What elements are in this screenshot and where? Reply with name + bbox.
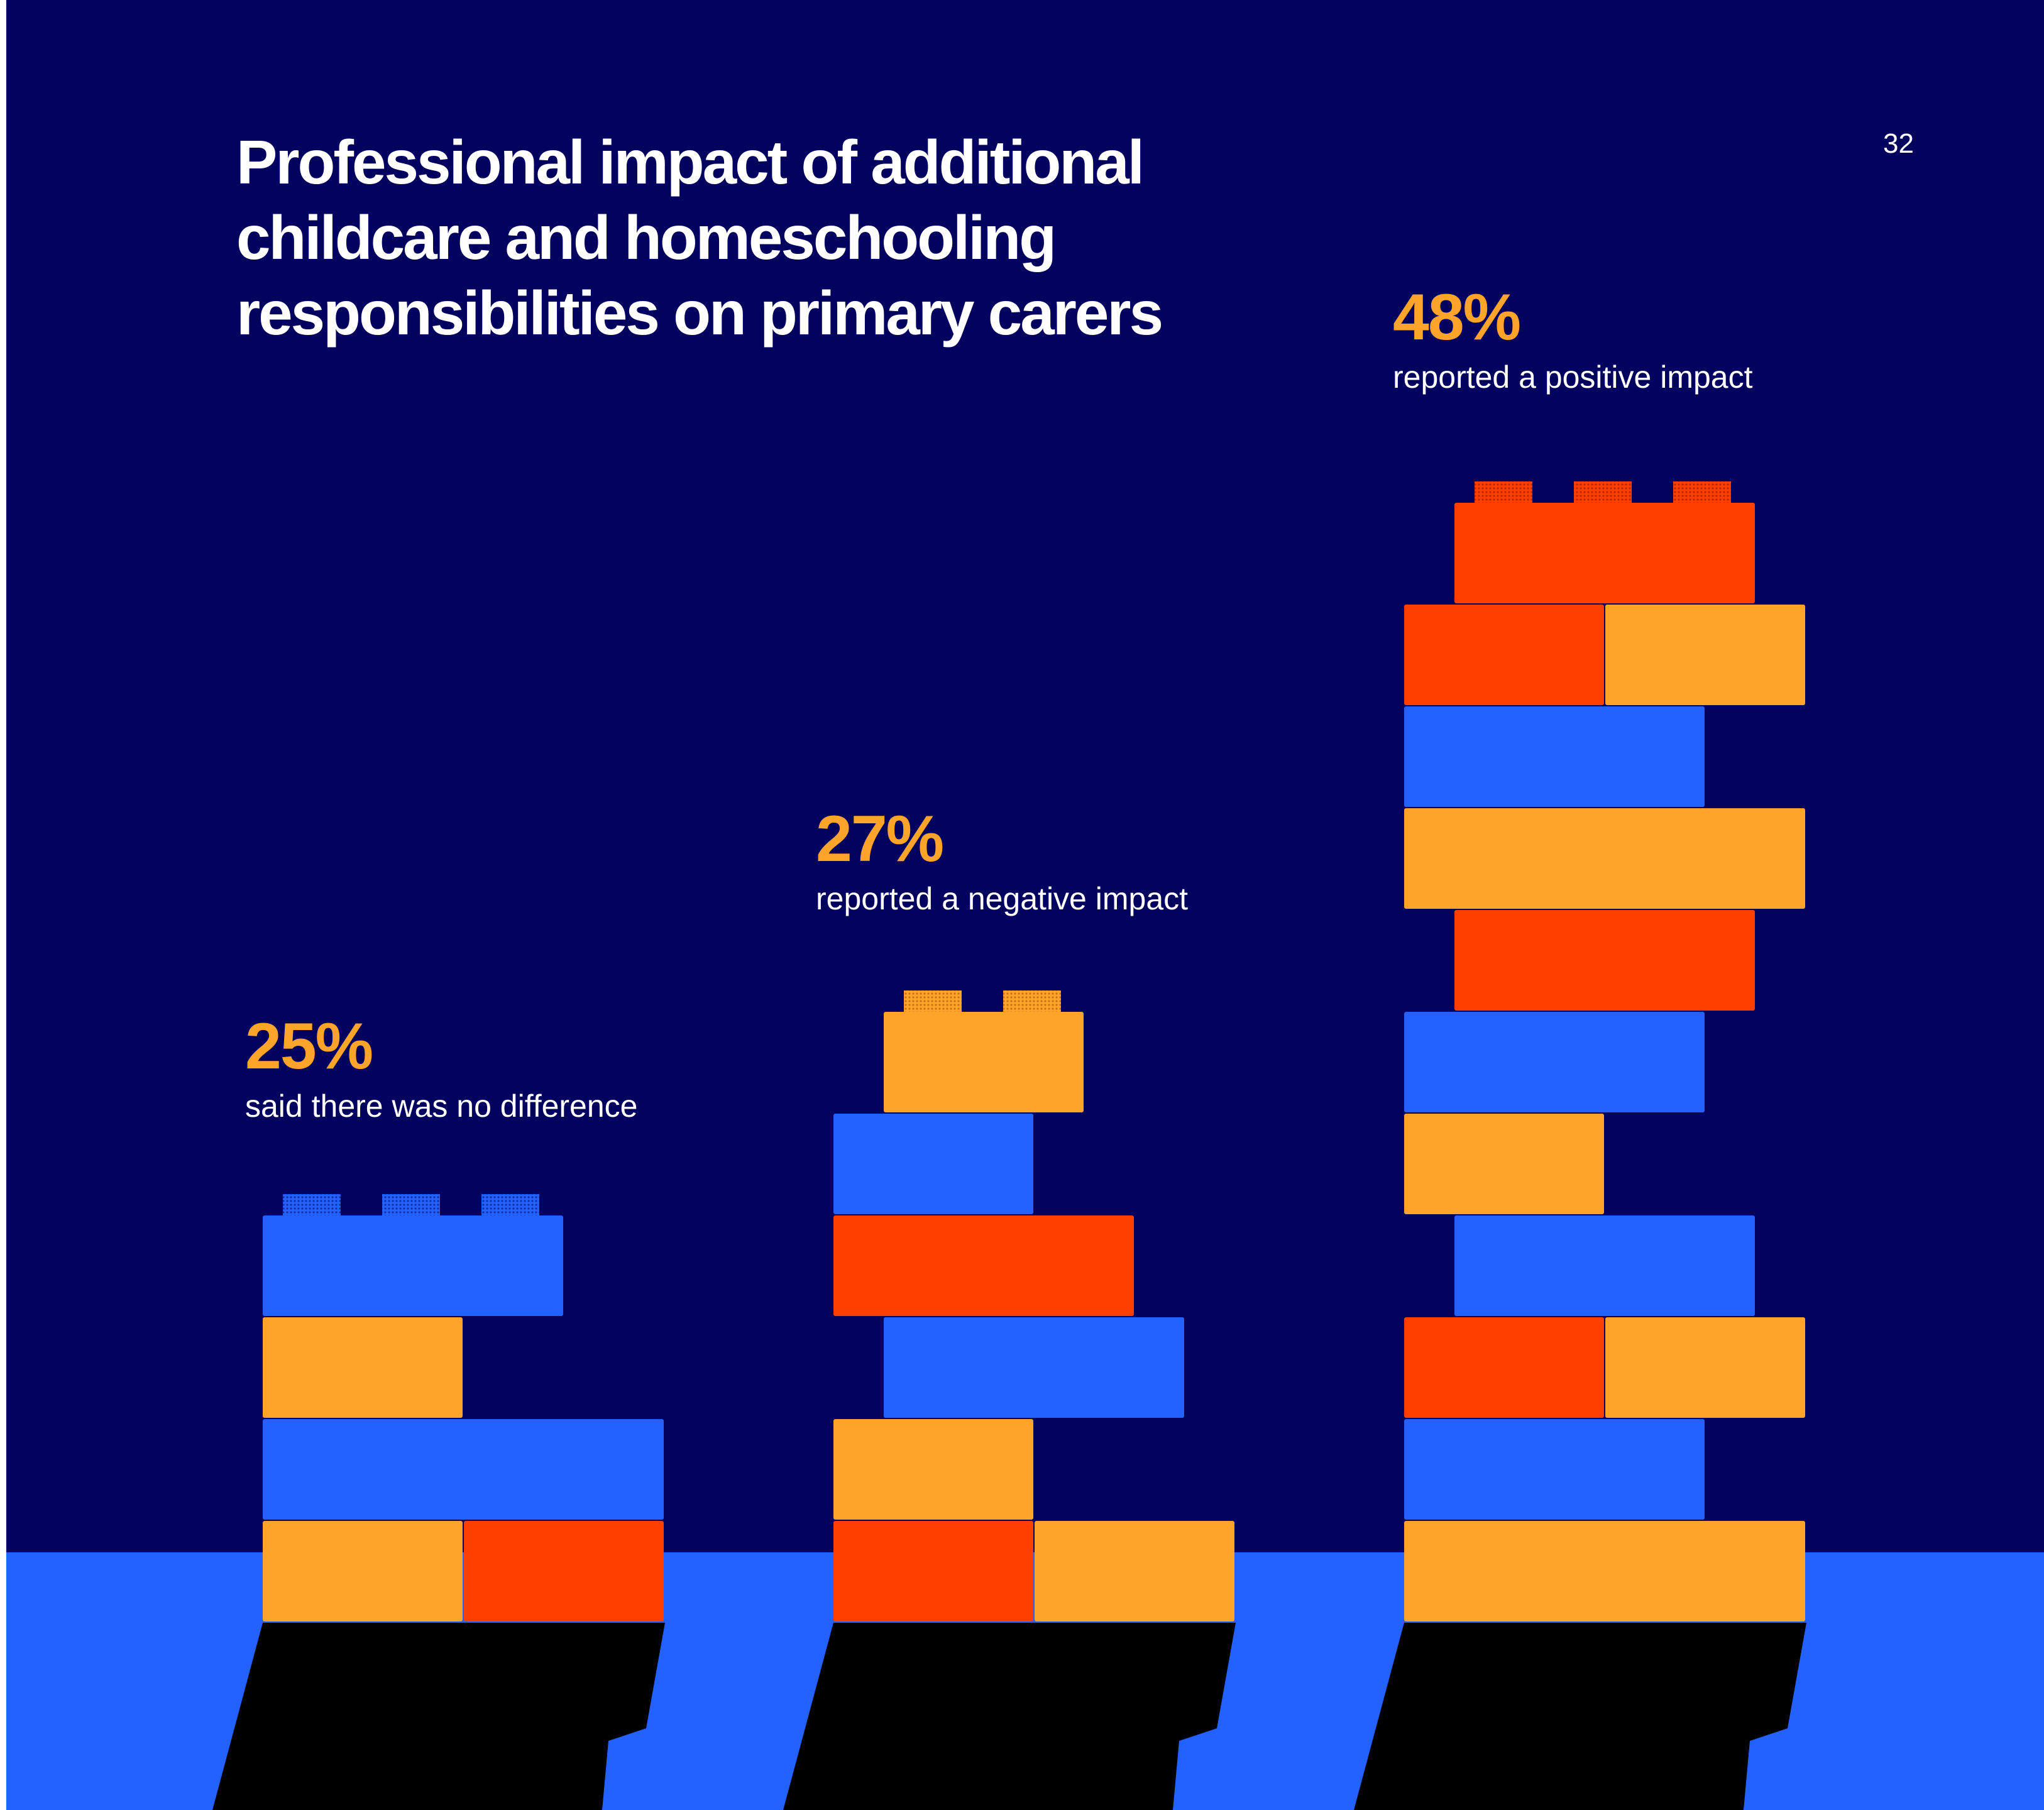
chart [6, 481, 2044, 1810]
bar-3-stud-1 [1475, 481, 1532, 503]
bar-2-brick-4-1 [833, 1215, 1134, 1316]
bar-1-stud-1 [283, 1194, 341, 1215]
bar-3-brick-3-1 [1404, 1317, 1604, 1418]
stat-label-negative: 27% reported a negative impact [816, 804, 1188, 918]
stat-label-no-difference: 25% said there was no difference [245, 1012, 637, 1125]
stat-label-positive: 48% reported a positive impact [1393, 283, 1753, 396]
bar-2-brick-5-1 [833, 1114, 1033, 1214]
bar-3-brick-10-2 [1605, 605, 1805, 705]
bar-3-brick-11-1 [1454, 503, 1755, 603]
bar-3-brick-1-1 [1404, 1521, 1805, 1621]
page-number: 32 [1883, 128, 1914, 159]
bar-2-stud-2 [1003, 990, 1061, 1012]
bar-3-brick-2-1 [1404, 1419, 1705, 1520]
title-line-1: Professional impact of additional [236, 128, 1145, 197]
bar-3-stud-3 [1673, 481, 1731, 503]
bar-2-brick-3-1 [884, 1317, 1184, 1418]
title-line-2: childcare and homeschooling [236, 203, 1057, 272]
bar-1-brick-1-2 [464, 1521, 664, 1621]
bar-2-brick-6-1 [884, 1012, 1084, 1112]
data-label-25: 25% [245, 1010, 373, 1083]
bar-1-brick-4-1 [263, 1215, 563, 1316]
bar-3-brick-6-1 [1404, 1012, 1705, 1112]
bar-3-brick-4-1 [1454, 1215, 1755, 1316]
bar-shadow-3 [1354, 1623, 1806, 1810]
bar-1-brick-3-1 [263, 1317, 463, 1418]
bar-3-brick-3-2 [1605, 1317, 1805, 1418]
data-label-27: 27% [816, 803, 944, 875]
bar-2-brick-1-1 [833, 1521, 1033, 1621]
bar-3 [1404, 481, 1805, 1621]
bar-1-brick-1-1 [263, 1521, 463, 1621]
bar-3-stud-2 [1574, 481, 1632, 503]
bar-3-brick-7-1 [1454, 910, 1755, 1011]
bar-2-brick-1-2 [1035, 1521, 1234, 1621]
bar-1 [263, 1194, 664, 1621]
bar-1-brick-2-1 [263, 1419, 664, 1520]
chart-title: Professional impact of additional childc… [236, 124, 1305, 351]
bar-2-stud-1 [904, 990, 962, 1012]
bar-1-stud-3 [481, 1194, 539, 1215]
slide: Professional impact of additional childc… [6, 0, 2044, 1810]
data-label-48: 48% [1393, 281, 1521, 354]
category-label-no-difference: said there was no difference [245, 1089, 638, 1124]
bar-1-stud-2 [382, 1194, 440, 1215]
bar-shadow-2 [783, 1623, 1236, 1810]
bar-2-brick-2-1 [833, 1419, 1033, 1520]
title-line-3: responsibilities on primary carers [236, 278, 1163, 348]
bar-3-brick-10-1 [1404, 605, 1604, 705]
bar-shadow-1 [212, 1623, 665, 1810]
category-label-positive: reported a positive impact [1393, 359, 1753, 395]
bar-3-brick-9-1 [1404, 706, 1705, 807]
bar-2 [833, 990, 1234, 1621]
category-label-negative: reported a negative impact [816, 881, 1189, 916]
bar-3-brick-8-1 [1404, 808, 1805, 909]
bar-3-brick-5-1 [1404, 1114, 1604, 1214]
